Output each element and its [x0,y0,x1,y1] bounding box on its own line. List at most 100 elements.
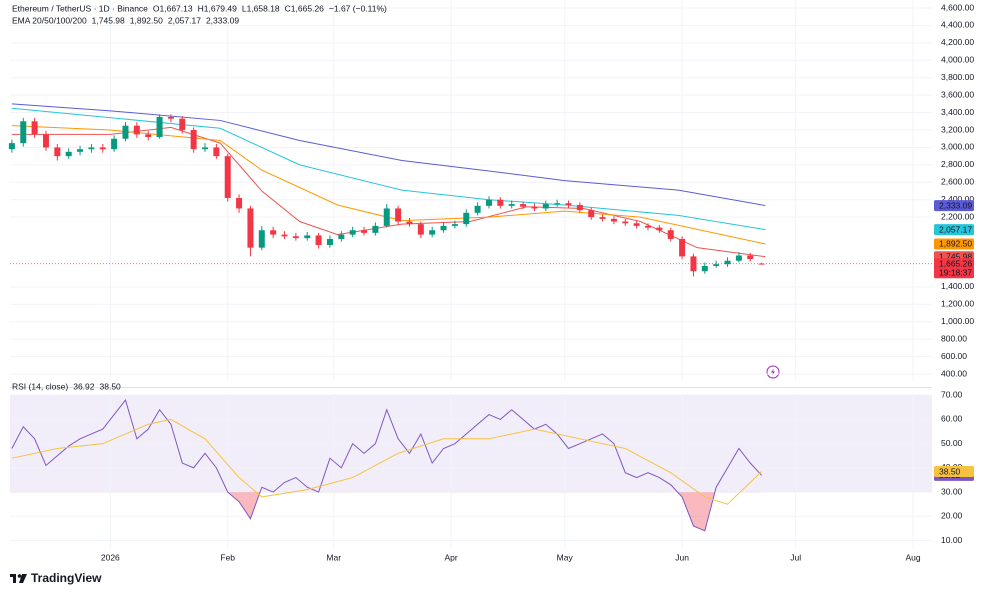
candle-body [111,138,118,150]
axis-badge-label: 38.50 [939,466,961,476]
y-tick-label: 1,000.00 [941,316,974,326]
candle-body [31,121,38,135]
indicator-line [11,418,762,505]
indicator-line [11,125,766,245]
x-tick-label: May [557,552,574,562]
candle-body [735,255,742,261]
ohlc-legend: H1,679.49 [198,3,237,13]
axis-badge [934,224,974,236]
candle-body [122,125,129,139]
y-tick-label: 60.00 [941,414,963,424]
y-tick-label: 70.00 [941,389,963,399]
brand-name: TradingView [31,571,102,585]
candle-body [576,204,583,211]
candle-body [417,224,424,235]
x-tick-label: Apr [445,552,458,562]
legend-value: 38.50 [100,381,122,391]
y-tick-label: 3,600.00 [941,89,974,99]
y-tick-label: 10.00 [941,535,963,545]
ohlc-legend: L1,658.18 [242,3,280,13]
candle-body [667,230,674,239]
candle-body [406,221,413,225]
x-tick-label: Feb [220,552,235,562]
y-tick-label: 4,600.00 [941,2,974,12]
y-tick-label: 4,400.00 [941,20,974,30]
candle-body [395,208,402,222]
y-tick-label: 2,600.00 [941,177,974,187]
alert-bolt [771,368,775,376]
candle-body [292,236,299,239]
candle-body [88,147,95,150]
x-tick-label: 2026 [101,552,120,562]
candle-body [758,263,765,265]
candle-body [520,204,527,207]
indicator-line [11,107,766,231]
symbol-title: Ethereum / TetherUS · 1D · Binance [12,3,148,13]
ohlc-legend: −1.67 (−0.11%) [329,3,387,13]
candle-body [463,212,470,225]
candle-body [451,224,458,226]
countdown-label: 19:18:37 [939,268,972,278]
candle-body [588,210,595,218]
candle-body [224,156,231,198]
ohlc-legend: O1,667.13 [153,3,193,13]
candle-body [99,147,106,150]
brand-logo [10,574,27,583]
legend-value: 36.92 [73,381,95,391]
candle-body [42,134,49,148]
y-tick-label: 20.00 [941,511,963,521]
candle-body [679,238,686,257]
candle-body [690,256,697,272]
candle-body [54,147,61,157]
candle-body [565,203,572,205]
legend-value: 1,892.50 [130,15,163,25]
candle-body [622,221,629,224]
candle-body [497,199,504,206]
candle-body [531,206,538,209]
candle-body [258,230,265,248]
y-tick-label: 2,800.00 [941,159,974,169]
x-tick-label: Jul [790,552,801,562]
axis-badge [934,238,974,250]
x-tick-label: Jun [675,552,689,562]
candle-body [281,234,288,237]
legend-value: 2,333.09 [206,15,239,25]
candle-body [747,255,754,259]
y-tick-label: 4,000.00 [941,55,974,65]
candle-body [361,230,368,233]
alert-icon[interactable] [766,365,780,379]
y-tick-label: 800.00 [941,333,967,343]
candle-body [213,147,220,157]
y-tick-label: 3,800.00 [941,72,974,82]
candle-body [508,204,515,206]
y-tick-label: 30.00 [941,486,963,496]
axis-badge [934,466,974,477]
x-tick-label: Aug [906,552,921,562]
candle-body [724,260,731,265]
x-tick-label: Mar [326,552,341,562]
candle-body [542,204,549,209]
y-tick-label: 1,400.00 [941,281,974,291]
candle-body [8,143,15,150]
axis-badge-label: 1,892.50 [939,239,972,249]
y-tick-label: 2,200.00 [941,211,974,221]
y-tick-label: 50.00 [941,438,963,448]
candle-body [338,234,345,239]
axis-badge-label: 2,057.17 [939,224,972,234]
y-tick-label: 1,200.00 [941,299,974,309]
y-tick-label: 2,400.00 [941,194,974,204]
indicator-title: EMA 20/50/100/200 [12,15,87,25]
candle-body [156,116,163,137]
candle-body [236,197,243,209]
logo-stem [13,574,16,583]
y-tick-label: 400.00 [941,368,967,378]
y-tick-label: 4,200.00 [941,37,974,47]
y-tick-label: 3,000.00 [941,142,974,152]
candle-body [429,230,436,235]
candle-body [610,218,617,222]
candle-body [167,116,174,119]
candle-body [645,225,652,228]
candle-body [133,125,140,135]
logo-dot [17,574,22,578]
candle-body [383,208,390,226]
